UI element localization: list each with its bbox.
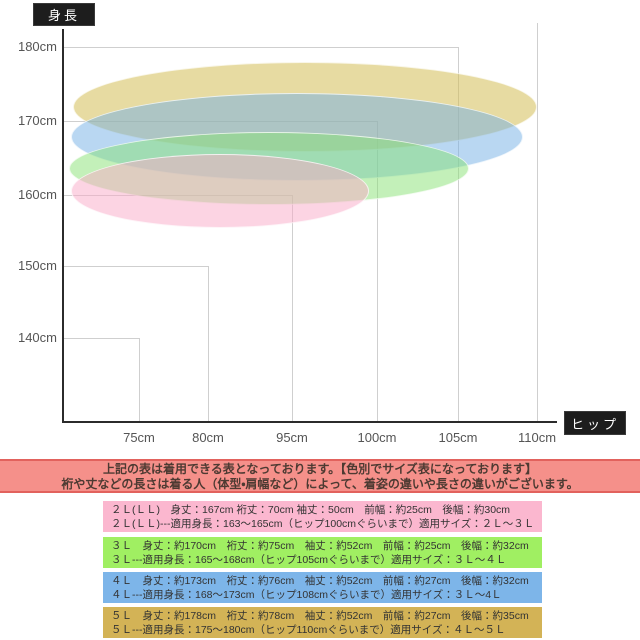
gridline-v-95 — [292, 195, 293, 421]
notice-line-2: 裄や丈などの長さは着る人（体型・肩幅など）によって、着姿の違いや長さの違いがござ… — [61, 477, 579, 491]
y-tick-160: 160cm — [17, 187, 57, 202]
gridline-v-105 — [458, 47, 459, 421]
x-tick-95: 95cm — [276, 430, 308, 445]
x-tick-100: 100cm — [357, 430, 397, 445]
size-row-2l-line2: ２Ｌ(ＬＬ)---適用身長：163～165cm（ヒップ100cmぐらいまで）適用… — [111, 518, 535, 530]
gridline-h-180 — [64, 47, 458, 48]
y-axis-line — [62, 29, 64, 422]
gridline-h-140 — [64, 338, 139, 339]
size-row-5l: ５Ｌ 身丈：約178cm 裄丈：約78cm 袖丈：約52cm 前幅：約27cm … — [103, 607, 542, 638]
y-tick-150: 150cm — [17, 258, 57, 273]
gridline-v-110 — [537, 23, 538, 421]
size-row-4l-line1: ４Ｌ 身丈：約173cm 裄丈：約76cm 袖丈：約52cm 前幅：約27cm … — [111, 575, 529, 587]
size-row-3l: ３Ｌ 身丈：約170cm 裄丈：約75cm 袖丈：約52cm 前幅：約25cm … — [103, 537, 542, 568]
size-row-4l-line2: ４Ｌ---適用身長：168～173cm（ヒップ108cmぐらいまで）適用サイズ：… — [111, 589, 502, 601]
y-tick-170: 170cm — [17, 113, 57, 128]
notice-banner: 上記の表は着用できる表となっております。【色別でサイズ表になっております】 裄や… — [0, 459, 640, 493]
size-row-5l-line1: ５Ｌ 身丈：約178cm 裄丈：約78cm 袖丈：約52cm 前幅：約27cm … — [111, 610, 529, 622]
x-tick-80: 80cm — [192, 430, 224, 445]
x-axis-title-badge: ヒップ — [564, 411, 626, 435]
gridline-v-80 — [208, 266, 209, 421]
y-axis-title-badge: 身長 — [33, 3, 95, 26]
notice-line-1: 上記の表は着用できる表となっております。【色別でサイズ表になっております】 — [103, 462, 537, 476]
y-tick-180: 180cm — [17, 39, 57, 54]
size-row-2l-line1: ２Ｌ(ＬＬ) 身丈：167cm 裄丈：70cm 袖丈：50cm 前幅：約25cm… — [111, 504, 511, 516]
y-tick-140: 140cm — [17, 330, 57, 345]
x-tick-75: 75cm — [123, 430, 155, 445]
x-tick-105: 105cm — [438, 430, 478, 445]
size-row-2l: ２Ｌ(ＬＬ) 身丈：167cm 裄丈：70cm 袖丈：50cm 前幅：約25cm… — [103, 501, 542, 532]
gridline-h-150 — [64, 266, 208, 267]
gridline-v-100 — [377, 121, 378, 421]
size-row-3l-line1: ３Ｌ 身丈：約170cm 裄丈：約75cm 袖丈：約52cm 前幅：約25cm … — [111, 540, 529, 552]
size-row-4l: ４Ｌ 身丈：約173cm 裄丈：約76cm 袖丈：約52cm 前幅：約27cm … — [103, 572, 542, 603]
gridline-v-75 — [139, 338, 140, 421]
size-row-5l-line2: ５Ｌ---適用身長：175～180cm（ヒップ110cmぐらいまで）適用サイズ：… — [111, 624, 506, 636]
x-tick-110: 110cm — [517, 430, 557, 445]
size-region-2l-ellipse — [71, 154, 369, 228]
x-axis-line — [62, 421, 557, 423]
size-row-3l-line2: ３Ｌ---適用身長：165～168cm（ヒップ105cmぐらいまで）適用サイズ：… — [111, 554, 507, 566]
